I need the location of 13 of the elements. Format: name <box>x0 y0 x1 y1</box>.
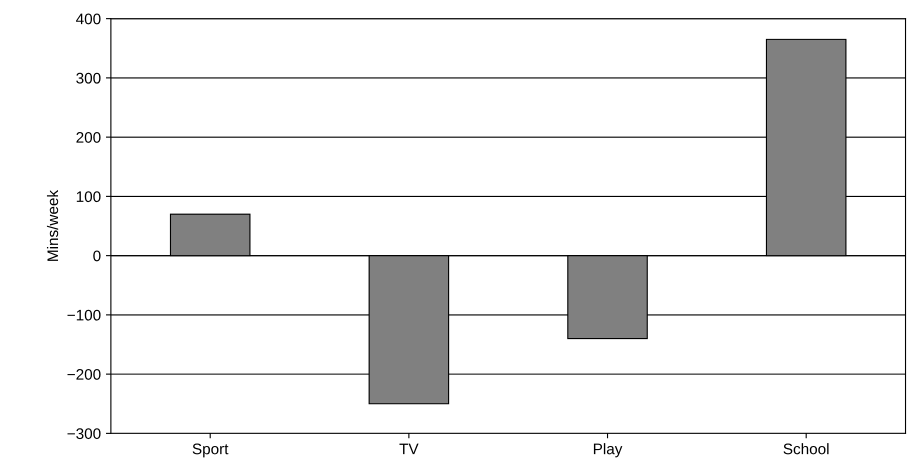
y-tick-label: 200 <box>76 132 101 143</box>
y-tick-label: −200 <box>68 369 101 380</box>
y-tick-label: −300 <box>68 428 101 440</box>
y-axis-title: Mins/week <box>46 190 58 261</box>
x-tick-label: School <box>784 443 829 454</box>
y-tick-label: 300 <box>76 72 101 84</box>
y-tick-label: 100 <box>76 191 101 202</box>
y-tick-label: 0 <box>93 250 101 262</box>
x-tick-label: TV <box>399 444 419 454</box>
x-tick-label: Sport <box>192 444 228 458</box>
x-tick-label: Play <box>594 443 622 458</box>
y-tick-label: −100 <box>68 310 101 321</box>
y-tick-label: 400 <box>76 14 101 24</box>
